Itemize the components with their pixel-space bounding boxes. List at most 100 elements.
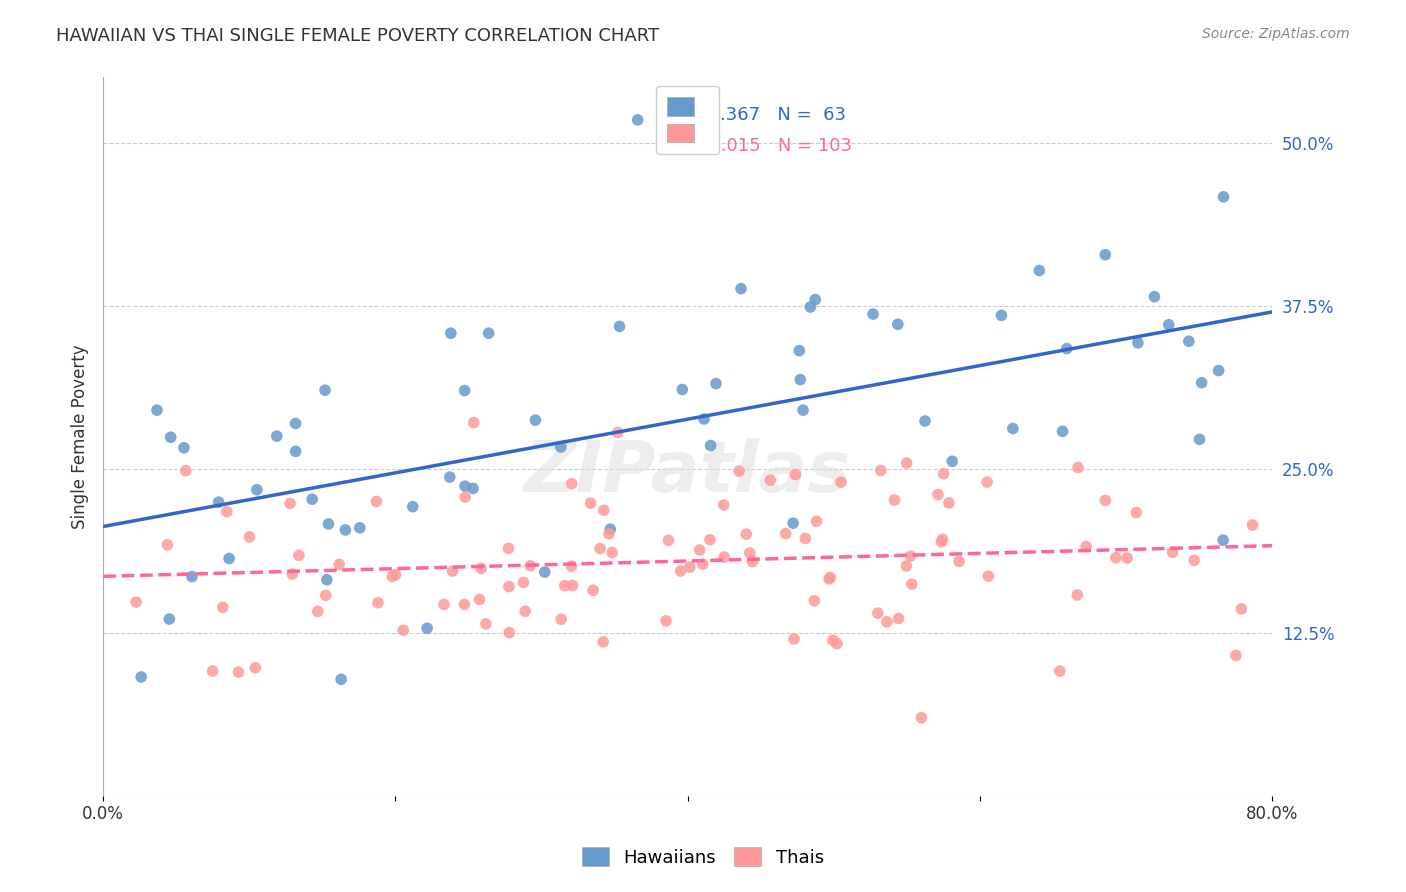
Thais bbox=[245, 661, 267, 675]
Hawaiians bbox=[284, 444, 307, 458]
Hawaiians bbox=[1143, 290, 1166, 304]
Hawaiians bbox=[173, 441, 195, 455]
Hawaiians bbox=[146, 403, 169, 417]
Thais bbox=[1161, 545, 1184, 559]
Thais bbox=[470, 561, 492, 575]
Hawaiians bbox=[799, 300, 821, 314]
Hawaiians bbox=[1157, 318, 1180, 332]
Thais bbox=[775, 526, 797, 541]
Hawaiians bbox=[301, 492, 323, 507]
Thais bbox=[579, 496, 602, 510]
Thais bbox=[735, 527, 758, 541]
Hawaiians bbox=[1208, 363, 1230, 377]
Thais bbox=[900, 549, 922, 563]
Hawaiians bbox=[599, 522, 621, 536]
Hawaiians bbox=[349, 521, 371, 535]
Hawaiians bbox=[699, 438, 721, 452]
Thais bbox=[475, 616, 498, 631]
Hawaiians bbox=[990, 309, 1012, 323]
Text: HAWAIIAN VS THAI SINGLE FEMALE POVERTY CORRELATION CHART: HAWAIIAN VS THAI SINGLE FEMALE POVERTY C… bbox=[56, 27, 659, 45]
Hawaiians bbox=[207, 495, 229, 509]
Hawaiians bbox=[478, 326, 501, 340]
Thais bbox=[606, 425, 628, 440]
Thais bbox=[498, 625, 520, 640]
Thais bbox=[228, 665, 250, 679]
Thais bbox=[783, 632, 806, 646]
Thais bbox=[328, 558, 350, 572]
Y-axis label: Single Female Poverty: Single Female Poverty bbox=[72, 344, 89, 529]
Thais bbox=[156, 538, 179, 552]
Legend: Hawaiians, Thais: Hawaiians, Thais bbox=[575, 840, 831, 874]
Thais bbox=[561, 476, 583, 491]
Hawaiians bbox=[887, 318, 910, 332]
Hawaiians bbox=[693, 412, 716, 426]
Thais bbox=[900, 577, 922, 591]
Thais bbox=[598, 526, 620, 541]
Hawaiians bbox=[792, 403, 814, 417]
Thais bbox=[830, 475, 852, 490]
Thais bbox=[699, 533, 721, 547]
Thais bbox=[600, 545, 623, 559]
Thais bbox=[367, 596, 389, 610]
Thais bbox=[713, 549, 735, 564]
Thais bbox=[515, 604, 537, 618]
Thais bbox=[441, 564, 464, 578]
Thais bbox=[728, 464, 751, 478]
Legend: , : , bbox=[657, 87, 720, 154]
Thais bbox=[896, 456, 918, 470]
Hawaiians bbox=[461, 482, 484, 496]
Hawaiians bbox=[159, 430, 181, 444]
Thais bbox=[818, 570, 841, 584]
Thais bbox=[592, 503, 614, 517]
Hawaiians bbox=[914, 414, 936, 428]
Hawaiians bbox=[1126, 335, 1149, 350]
Hawaiians bbox=[1188, 433, 1211, 447]
Hawaiians bbox=[330, 673, 353, 687]
Hawaiians bbox=[550, 440, 572, 454]
Thais bbox=[315, 588, 337, 602]
Thais bbox=[560, 559, 582, 574]
Hawaiians bbox=[1212, 190, 1234, 204]
Hawaiians bbox=[524, 413, 547, 427]
Thais bbox=[512, 575, 534, 590]
Hawaiians bbox=[1094, 248, 1116, 262]
Thais bbox=[669, 564, 692, 578]
Thais bbox=[463, 416, 485, 430]
Hawaiians bbox=[440, 326, 463, 341]
Thais bbox=[1076, 540, 1098, 554]
Thais bbox=[1230, 602, 1253, 616]
Thais bbox=[825, 637, 848, 651]
Thais bbox=[679, 560, 702, 574]
Thais bbox=[381, 569, 404, 583]
Hawaiians bbox=[246, 483, 269, 497]
Thais bbox=[550, 612, 572, 626]
Hawaiians bbox=[453, 384, 475, 398]
Thais bbox=[896, 559, 918, 574]
Text: R =  0.367   N =  63: R = 0.367 N = 63 bbox=[665, 106, 846, 124]
Thais bbox=[738, 546, 761, 560]
Thais bbox=[498, 580, 520, 594]
Hawaiians bbox=[804, 293, 827, 307]
Thais bbox=[910, 711, 932, 725]
Hawaiians bbox=[454, 479, 477, 493]
Hawaiians bbox=[1178, 334, 1201, 349]
Hawaiians bbox=[671, 383, 693, 397]
Thais bbox=[1116, 551, 1139, 566]
Hawaiians bbox=[789, 373, 811, 387]
Thais bbox=[278, 496, 301, 510]
Thais bbox=[689, 543, 711, 558]
Hawaiians bbox=[314, 383, 336, 397]
Thais bbox=[883, 493, 905, 508]
Thais bbox=[931, 533, 953, 547]
Thais bbox=[453, 598, 475, 612]
Thais bbox=[655, 614, 678, 628]
Thais bbox=[174, 464, 197, 478]
Hawaiians bbox=[129, 670, 152, 684]
Hawaiians bbox=[318, 516, 340, 531]
Thais bbox=[657, 533, 679, 548]
Thais bbox=[215, 505, 238, 519]
Thais bbox=[238, 530, 260, 544]
Thais bbox=[931, 535, 953, 549]
Thais bbox=[392, 624, 415, 638]
Thais bbox=[938, 496, 960, 510]
